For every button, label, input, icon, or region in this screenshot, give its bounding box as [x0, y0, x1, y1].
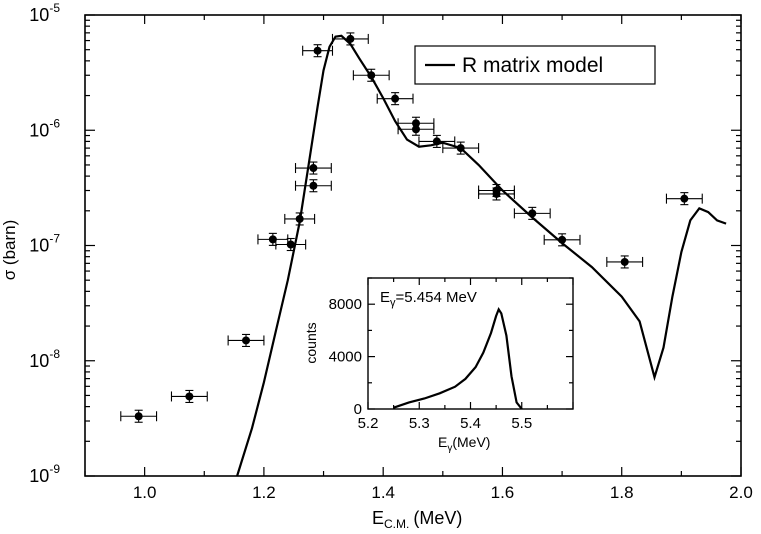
- r-matrix-curve: [236, 34, 727, 477]
- data-point: [294, 161, 332, 175]
- data-marker: [309, 181, 318, 190]
- inset-y-tick-label: 8000: [329, 296, 362, 313]
- data-marker: [286, 240, 295, 249]
- data-marker: [456, 144, 465, 153]
- r-matrix-curve-group: [236, 34, 727, 477]
- inset-spectrum-curve-group: [393, 307, 523, 410]
- y-tick-label: 10-9: [29, 462, 60, 486]
- data-marker: [134, 412, 143, 421]
- inset-annotation: Eγ=5.454 MeV: [380, 289, 477, 309]
- data-marker: [185, 392, 194, 401]
- inset-x-tick-label: 5.4: [460, 415, 481, 432]
- inset-y-axis-label: counts: [303, 322, 319, 363]
- data-point: [665, 192, 703, 206]
- inset-spectrum-line: [393, 307, 523, 410]
- data-point: [606, 255, 644, 269]
- x-tick-label: 1.2: [252, 483, 276, 502]
- data-point: [170, 389, 208, 404]
- data-point: [397, 122, 435, 136]
- inset-x-tick-label: 5.5: [511, 415, 532, 432]
- y-tick-label: 10-7: [29, 232, 60, 256]
- data-marker: [309, 164, 318, 173]
- data-marker: [558, 235, 567, 244]
- y-tick-label: 10-8: [29, 347, 60, 371]
- data-marker: [528, 209, 537, 218]
- main-axis-ticks: 1.0 1.2 1.4 1.6 1.8 2.0 10-9 10-8 10-7 10-6 10-5: [29, 1, 753, 502]
- data-point: [284, 212, 316, 226]
- y-tick-label: 10-5: [29, 1, 60, 25]
- x-tick-label: 2.0: [729, 483, 753, 502]
- data-point: [331, 32, 369, 46]
- inset-axis-ticks: 5.2 5.3 5.4 5.5 0 4000 8000: [329, 277, 574, 432]
- data-marker: [367, 71, 376, 80]
- x-axis-label: EC.M. (MeV): [372, 508, 462, 531]
- data-point: [120, 409, 158, 423]
- data-marker: [492, 189, 501, 198]
- data-point: [352, 68, 390, 82]
- data-point: [275, 237, 307, 252]
- data-points: [120, 32, 703, 423]
- inset-y-tick-label: 0: [354, 401, 362, 418]
- data-marker: [391, 94, 400, 103]
- data-point: [478, 187, 515, 201]
- data-point: [513, 206, 551, 220]
- data-marker: [295, 214, 304, 223]
- x-tick-label: 1.6: [491, 483, 515, 502]
- legend: R matrix model: [414, 45, 656, 85]
- inset-spectrum-plot: 5.2 5.3 5.4 5.5 0 4000 8000 Eγ=5.454 MeV count…: [303, 277, 574, 454]
- data-marker: [432, 137, 441, 146]
- y-tick-label: 10-6: [29, 116, 60, 140]
- data-marker: [680, 194, 689, 203]
- data-point: [227, 333, 265, 348]
- data-marker: [620, 257, 629, 266]
- inset-x-tick-label: 5.2: [358, 415, 379, 432]
- data-marker: [268, 235, 277, 244]
- inset-y-tick-label: 4000: [329, 349, 362, 366]
- data-point: [442, 141, 480, 155]
- data-point: [294, 179, 332, 193]
- x-tick-label: 1.0: [133, 483, 157, 502]
- data-point: [376, 92, 414, 106]
- data-point: [302, 44, 334, 58]
- data-marker: [346, 34, 355, 43]
- data-marker: [411, 125, 420, 134]
- legend-label: R matrix model: [462, 54, 603, 77]
- data-marker: [313, 46, 322, 55]
- x-tick-label: 1.4: [371, 483, 395, 502]
- data-point: [257, 232, 289, 246]
- data-marker: [242, 336, 251, 345]
- data-point: [418, 134, 456, 148]
- inset-x-tick-label: 5.3: [409, 415, 430, 432]
- x-tick-label: 1.8: [610, 483, 634, 502]
- inset-x-axis-label: Eγ(MeV): [438, 434, 490, 454]
- inset-plot-frame: [367, 277, 574, 410]
- y-axis-label: σ (barn): [0, 220, 19, 281]
- data-point: [543, 233, 581, 247]
